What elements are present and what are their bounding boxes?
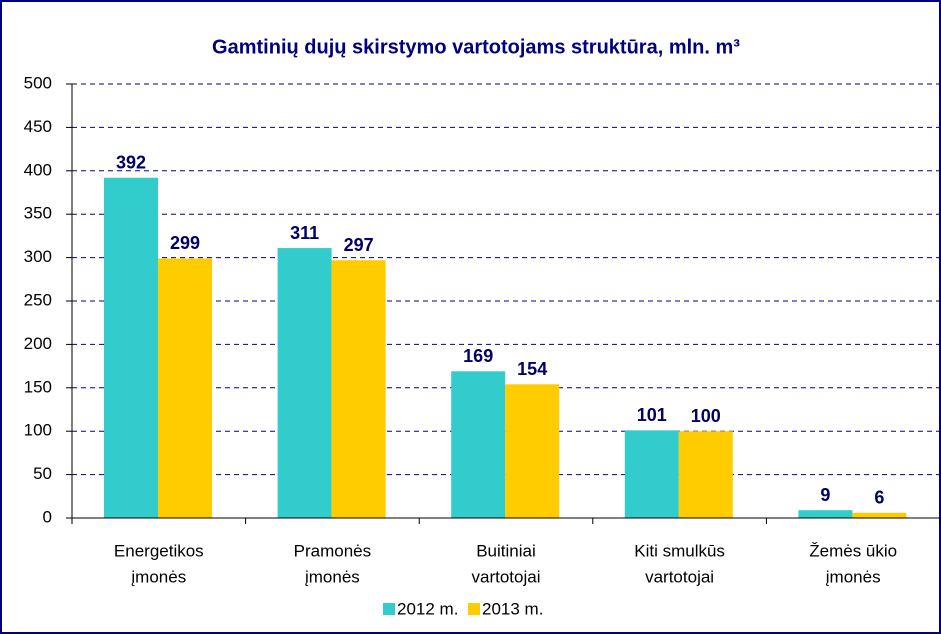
y-tick-label: 150 (24, 377, 52, 396)
y-tick-label: 0 (43, 507, 52, 526)
legend-swatch (383, 603, 395, 615)
legend-swatch (468, 603, 480, 615)
bar (104, 177, 158, 518)
bar (331, 260, 386, 518)
value-label: 6 (874, 488, 884, 508)
x-tick-label: Žemės ūkio (809, 541, 897, 560)
y-tick-label: 300 (24, 247, 52, 266)
y-tick-label: 450 (24, 117, 52, 136)
y-tick-label: 100 (24, 421, 52, 440)
x-tick-label: vartotojai (472, 567, 541, 586)
bar (852, 512, 907, 518)
y-tick-label: 50 (33, 464, 52, 483)
bar (505, 384, 560, 518)
value-label: 392 (116, 152, 146, 172)
x-tick-label: vartotojai (645, 567, 714, 586)
value-label: 100 (691, 406, 721, 426)
legend-label: 2013 m. (482, 599, 543, 618)
value-label: 299 (170, 233, 200, 253)
y-tick-label: 350 (24, 204, 52, 223)
value-label: 9 (820, 485, 830, 505)
x-tick-label: įmonės (131, 567, 186, 586)
bar (624, 430, 679, 518)
x-tick-label: Kiti smulkūs (634, 541, 725, 560)
legend-label: 2012 m. (397, 599, 458, 618)
x-tick-label: įmonės (826, 567, 881, 586)
x-tick-label: įmonės (305, 567, 360, 586)
value-label: 101 (637, 405, 667, 425)
value-label: 154 (517, 359, 547, 379)
bar (451, 371, 506, 518)
value-label: 297 (344, 235, 374, 255)
value-label: 169 (463, 346, 493, 366)
y-tick-label: 250 (24, 290, 52, 309)
x-tick-label: Energetikos (114, 541, 204, 560)
bar (158, 258, 212, 518)
bar (798, 510, 853, 518)
y-tick-label: 500 (24, 73, 52, 92)
value-label: 311 (290, 223, 319, 243)
bar (678, 431, 733, 518)
x-tick-label: Pramonės (294, 541, 371, 560)
y-tick-label: 200 (24, 334, 52, 353)
y-tick-label: 400 (24, 160, 52, 179)
chart-title: Gamtinių dujų skirstymo vartotojams stru… (212, 36, 740, 58)
x-tick-label: Buitiniai (476, 541, 536, 560)
bar (277, 248, 332, 518)
